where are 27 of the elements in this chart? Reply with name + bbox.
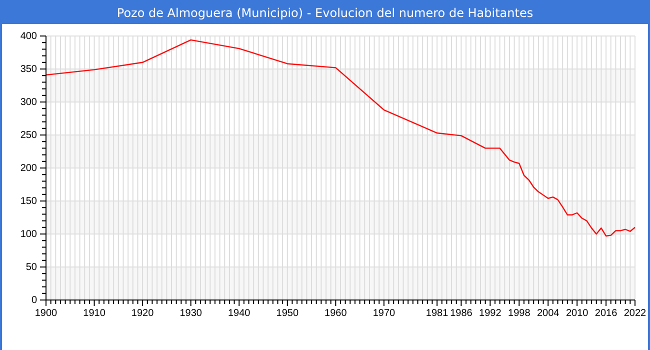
y-tick-label: 150	[20, 196, 38, 208]
x-tick-label: 1998	[508, 308, 531, 320]
y-tick-label: 50	[26, 262, 38, 274]
y-tick-label: 250	[20, 130, 38, 142]
x-tick-label: 1940	[228, 308, 251, 320]
x-tick-label: 2022	[624, 308, 647, 320]
x-tick-label: 1992	[479, 308, 502, 320]
x-tick-label: 1910	[83, 308, 106, 320]
x-tick-label: 2004	[536, 308, 560, 320]
x-tick-label: 1900	[34, 308, 58, 320]
x-tick-label: 1960	[324, 308, 348, 320]
x-tick-label: 1930	[180, 308, 202, 320]
y-tick-label: 300	[20, 97, 38, 108]
y-tick-label: 0	[31, 295, 38, 306]
x-tick-label: 2016	[594, 308, 618, 320]
x-tick-label: 1950	[276, 308, 299, 320]
y-tick-label: 350	[20, 64, 38, 76]
line-series	[45, 39, 636, 237]
chart-title: Pozo de Almoguera (Municipio) - Evolucion del numero de Habitantes	[116, 6, 534, 20]
x-tick-label: 1981	[426, 308, 449, 320]
x-tick-label: 1920	[131, 308, 154, 320]
y-tick-label: 400	[20, 31, 38, 42]
x-tick-label: 1970	[372, 308, 396, 320]
x-tick-label: 1986	[450, 308, 473, 320]
y-tick-label: 200	[20, 163, 38, 174]
x-tick-label: 2010	[566, 308, 589, 320]
y-tick-label: 100	[20, 229, 38, 240]
